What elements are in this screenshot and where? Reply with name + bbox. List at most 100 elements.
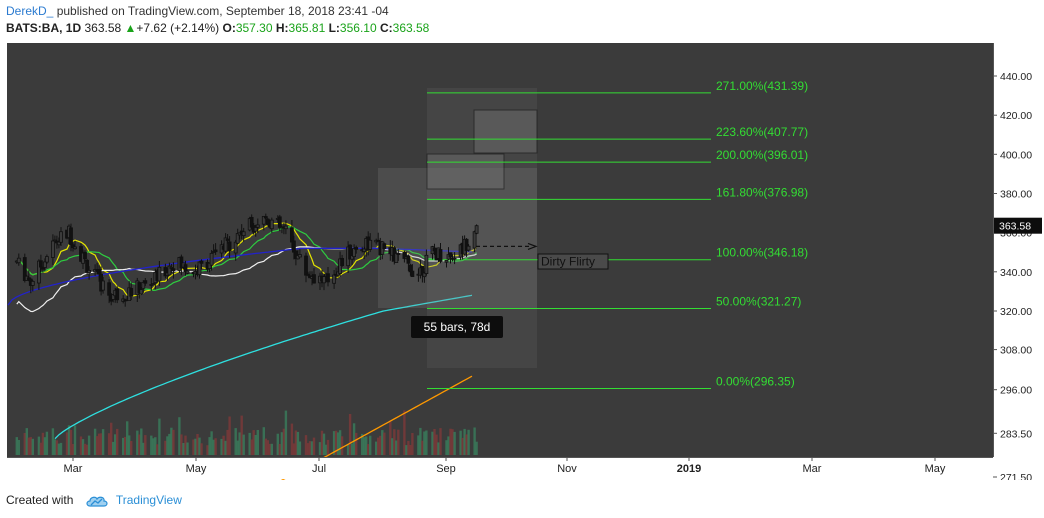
- volume-bar: [391, 438, 394, 455]
- volume-bar: [95, 436, 99, 455]
- volume-bar: [308, 441, 312, 455]
- volume-bar: [475, 441, 478, 455]
- candle-body: [115, 288, 120, 301]
- volume-bar: [37, 436, 41, 455]
- volume-bar: [101, 429, 105, 455]
- volume-bar: [110, 422, 113, 455]
- candle-body: [312, 274, 316, 284]
- candle-body: [277, 216, 282, 228]
- volume-bar: [369, 435, 372, 455]
- time-axis-bg: [7, 457, 993, 479]
- volume-bar: [87, 435, 91, 455]
- candle-body: [30, 280, 35, 286]
- volume-bar: [332, 431, 336, 455]
- price-tick-label: 380.00: [1000, 189, 1032, 201]
- candle-body: [199, 260, 204, 264]
- volume-bar: [326, 439, 330, 455]
- price-tick-label: 283.50: [1000, 428, 1032, 440]
- volume-bar: [461, 437, 464, 455]
- candle-body: [57, 241, 61, 246]
- volume-bar: [59, 442, 63, 455]
- volume-bar: [57, 443, 61, 455]
- candle-body: [406, 255, 411, 264]
- fib-level-label: 50.00%(321.27): [716, 295, 801, 309]
- candle-body: [269, 219, 274, 230]
- volume-bar: [447, 436, 450, 455]
- volume-bar: [419, 427, 422, 455]
- volume-bar: [140, 428, 143, 455]
- volume-bar: [158, 418, 161, 455]
- target-box-1: [426, 153, 505, 190]
- candle-body: [241, 231, 246, 237]
- volume-bar: [256, 430, 259, 455]
- volume-bar: [156, 444, 159, 455]
- volume-bar: [294, 430, 298, 455]
- volume-bar: [154, 437, 157, 455]
- volume-bar: [296, 431, 300, 455]
- volume-bar: [166, 436, 169, 455]
- price-tick-label: 440.00: [1000, 71, 1032, 83]
- volume-bar: [212, 439, 215, 455]
- candle-body: [151, 283, 156, 286]
- volume-bar: [15, 437, 18, 455]
- ohlc-line: BATS:BA, 1D 363.58 ▲+7.62 (+2.14%) O:357…: [6, 19, 1036, 37]
- price-tick-label: 320.00: [1000, 306, 1032, 318]
- volume-bar: [389, 420, 392, 455]
- volume-bar: [180, 434, 183, 455]
- volume-bar: [270, 443, 273, 455]
- volume-bar: [144, 435, 147, 455]
- volume-bar: [122, 437, 125, 455]
- volume-bar: [31, 438, 34, 455]
- candle-body: [291, 240, 296, 253]
- price-chart[interactable]: 0.00%(296.35) 50.00%(321.27) 100.00%(346.1…: [0, 38, 1044, 480]
- candle-body: [185, 270, 190, 274]
- volume-bar: [210, 431, 213, 455]
- volume-bar: [453, 431, 456, 455]
- tradingview-link[interactable]: TradingView: [115, 493, 182, 507]
- volume-bar: [262, 427, 265, 455]
- time-tick-label: Sep: [436, 463, 456, 475]
- volume-bar: [467, 429, 470, 455]
- range-label-box: [411, 316, 503, 338]
- volume-bar: [463, 428, 466, 455]
- note-label: Dirty Flirty: [541, 255, 595, 269]
- volume-bar: [439, 428, 442, 455]
- candle-body: [474, 225, 479, 234]
- last-price-tag: [994, 217, 1042, 234]
- volume-bar: [433, 429, 436, 455]
- volume-bar: [393, 429, 396, 455]
- fib-level-label: 200.00%(396.01): [716, 148, 808, 162]
- volume-bar: [29, 437, 32, 455]
- author-link[interactable]: DerekD_: [6, 4, 54, 18]
- volume-bar: [73, 425, 77, 455]
- volume-bar: [39, 442, 43, 455]
- volume-bar: [363, 437, 366, 455]
- low-value: 356.10: [339, 21, 377, 35]
- volume-bar: [324, 444, 328, 455]
- volume-bar: [164, 440, 167, 455]
- candle-body: [22, 257, 27, 282]
- volume-bar: [473, 427, 476, 455]
- open-value: 357.30: [235, 21, 273, 35]
- candle-body: [444, 259, 449, 263]
- volume-bar: [417, 435, 420, 455]
- volume-bar: [142, 442, 145, 455]
- volume-bars: [15, 410, 478, 455]
- volume-bar: [437, 442, 440, 455]
- volume-bar: [150, 435, 153, 455]
- volume-bar: [41, 432, 45, 455]
- volume-bar: [248, 432, 251, 455]
- volume-bar: [298, 441, 302, 455]
- volume-bar: [182, 443, 185, 455]
- volume-bar: [284, 410, 288, 455]
- symbol-label: BATS:BA, 1D: [6, 21, 82, 35]
- time-tick-label: May: [186, 463, 207, 475]
- ma-orange-line: [280, 375, 473, 480]
- volume-bar: [17, 440, 20, 455]
- volume-bar: [55, 440, 59, 455]
- volume-bar: [377, 437, 380, 455]
- volume-bar: [69, 429, 73, 455]
- candle-body: [101, 280, 105, 291]
- volume-bar: [114, 434, 117, 455]
- price-axis-bg: [993, 43, 1044, 480]
